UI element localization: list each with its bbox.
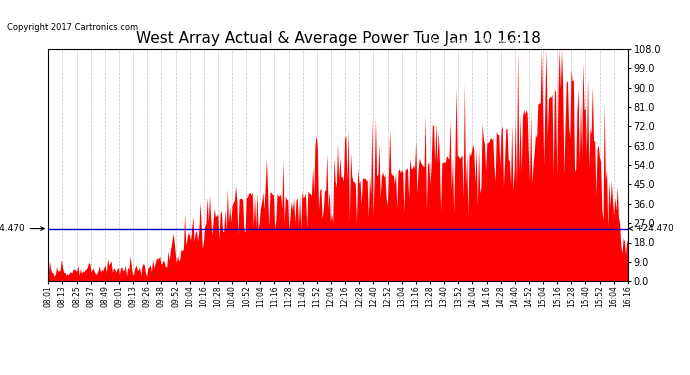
Text: Copyright 2017 Cartronics.com: Copyright 2017 Cartronics.com [7, 23, 138, 32]
Text: Average  (DC Watts): Average (DC Watts) [430, 38, 532, 47]
Text: +24.470: +24.470 [629, 224, 673, 233]
Text: West Array  (DC Watts): West Array (DC Watts) [545, 38, 663, 47]
Text: +24.470: +24.470 [0, 224, 44, 233]
Title: West Array Actual & Average Power Tue Jan 10 16:18: West Array Actual & Average Power Tue Ja… [136, 31, 540, 46]
